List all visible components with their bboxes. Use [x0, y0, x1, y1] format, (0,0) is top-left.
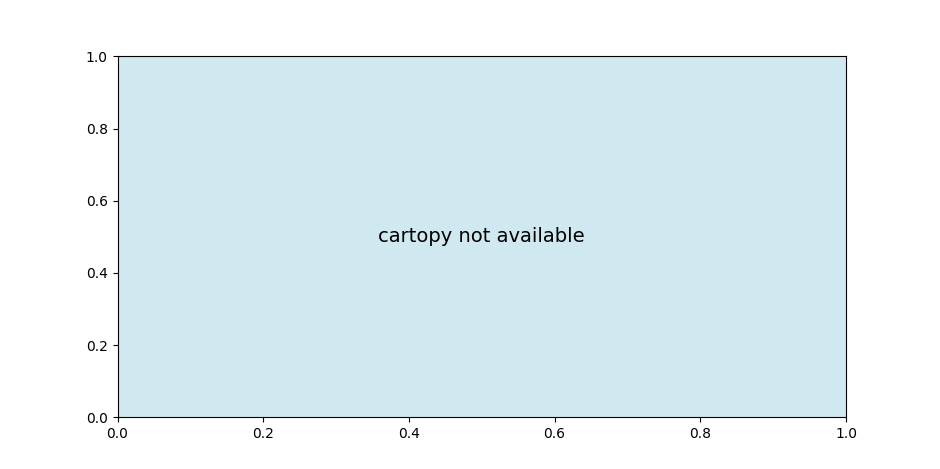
Text: cartopy not available: cartopy not available [379, 227, 585, 246]
